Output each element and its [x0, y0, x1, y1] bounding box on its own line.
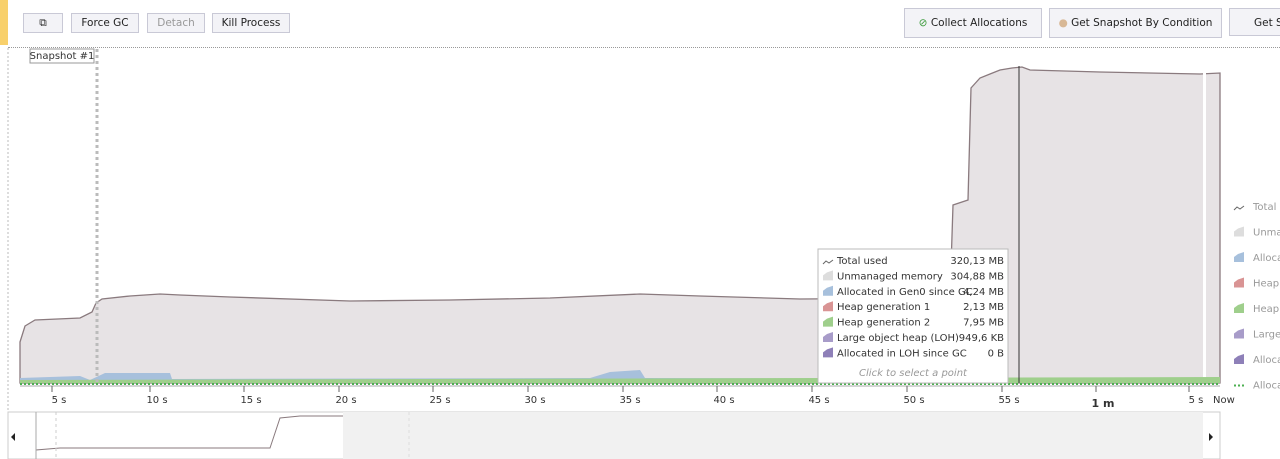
tooltip-name: Heap generation 1	[837, 302, 930, 313]
legend-icon	[823, 301, 833, 312]
scroll-right[interactable]	[1209, 433, 1213, 441]
tooltip-name: Heap generation 2	[837, 318, 930, 329]
tooltip-value: 304,88 MB	[950, 271, 1004, 282]
toolbar-button[interactable]: Kill Process	[212, 13, 290, 33]
accent-strip	[0, 0, 8, 45]
now-gap	[1203, 70, 1206, 383]
total-used-area	[19, 66, 1221, 384]
tooltip-name: Allocated in LOH since GC	[837, 348, 967, 359]
toolbar-border	[8, 47, 1280, 48]
time-label: 40 s	[713, 395, 734, 406]
toolbar-button[interactable]: ⊘ Collect Allocations	[904, 8, 1042, 38]
button-label: Get Snapshot By Condition	[1071, 17, 1213, 29]
time-label: 5 s	[52, 395, 67, 406]
time-label: Now	[1213, 395, 1235, 406]
tooltip-name: Unmanaged memory	[837, 271, 943, 282]
legend-label: Heap	[1253, 304, 1279, 315]
snapshot-label: Snapshot #1	[30, 51, 95, 62]
tooltip-value: 4,24 MB	[963, 287, 1004, 298]
time-label: 50 s	[903, 395, 924, 406]
time-label: 1 m	[1092, 397, 1115, 410]
snapshot-badge[interactable]	[29, 48, 95, 64]
time-label: 20 s	[335, 395, 356, 406]
legend-label: Large	[1253, 330, 1280, 341]
tooltip-name: Large object heap (LOH)	[837, 333, 959, 344]
legend-label: Unma	[1253, 228, 1280, 239]
legend-label: Alloca	[1253, 355, 1280, 366]
button-label: Collect Allocations	[930, 17, 1028, 29]
time-label: 10 s	[146, 395, 167, 406]
tooltip-value: 7,95 MB	[963, 318, 1004, 329]
overview-window[interactable]	[343, 412, 1203, 459]
tooltip-value: 2,13 MB	[963, 302, 1004, 313]
time-label: 55 s	[998, 395, 1019, 406]
legend-icon	[823, 332, 833, 342]
time-label: 15 s	[240, 395, 261, 406]
tooltip	[817, 248, 1009, 384]
tooltip-footer: Click to select a point	[859, 368, 968, 379]
toolbar-button[interactable]: ● Get Snapshot By Condition	[1049, 8, 1222, 38]
legend-label: Heap	[1253, 279, 1279, 290]
legend-label: Alloca	[1253, 253, 1280, 264]
scroll-left[interactable]	[11, 433, 15, 441]
legend-label: Total u	[1252, 202, 1280, 213]
tooltip-name: Allocated in Gen0 since GC	[837, 287, 973, 298]
legend-icon	[823, 347, 833, 358]
tooltip-name: Total used	[836, 256, 888, 267]
time-label: 5 s	[1189, 395, 1204, 406]
time-label: 30 s	[524, 395, 545, 406]
layout-button[interactable]: ⧉	[23, 13, 63, 33]
legend-icon	[822, 259, 834, 265]
tooltip-value: 949,6 KB	[959, 333, 1004, 344]
legend-icon	[1234, 252, 1244, 262]
legend-icon	[823, 270, 833, 281]
legend-icon	[1234, 277, 1244, 288]
tooltip-value: 0 B	[988, 348, 1005, 359]
legend-label: Alloca	[1253, 381, 1280, 392]
legend-icon	[1234, 328, 1244, 339]
legend-icon	[823, 316, 833, 327]
legend-icon	[1234, 354, 1244, 364]
tooltip-value: 320,13 MB	[950, 256, 1004, 267]
toolbar-button[interactable]: Force GC	[71, 13, 139, 33]
toolbar-button[interactable]: Detach	[147, 13, 205, 33]
toolbar-button[interactable]: Get S	[1229, 8, 1280, 36]
legend-icon	[1233, 205, 1245, 211]
time-label: 25 s	[429, 395, 450, 406]
time-label: 35 s	[619, 395, 640, 406]
time-label: 45 s	[808, 395, 829, 406]
legend-icon	[1234, 226, 1244, 237]
legend-icon	[1234, 303, 1244, 313]
legend-icon	[823, 285, 833, 296]
